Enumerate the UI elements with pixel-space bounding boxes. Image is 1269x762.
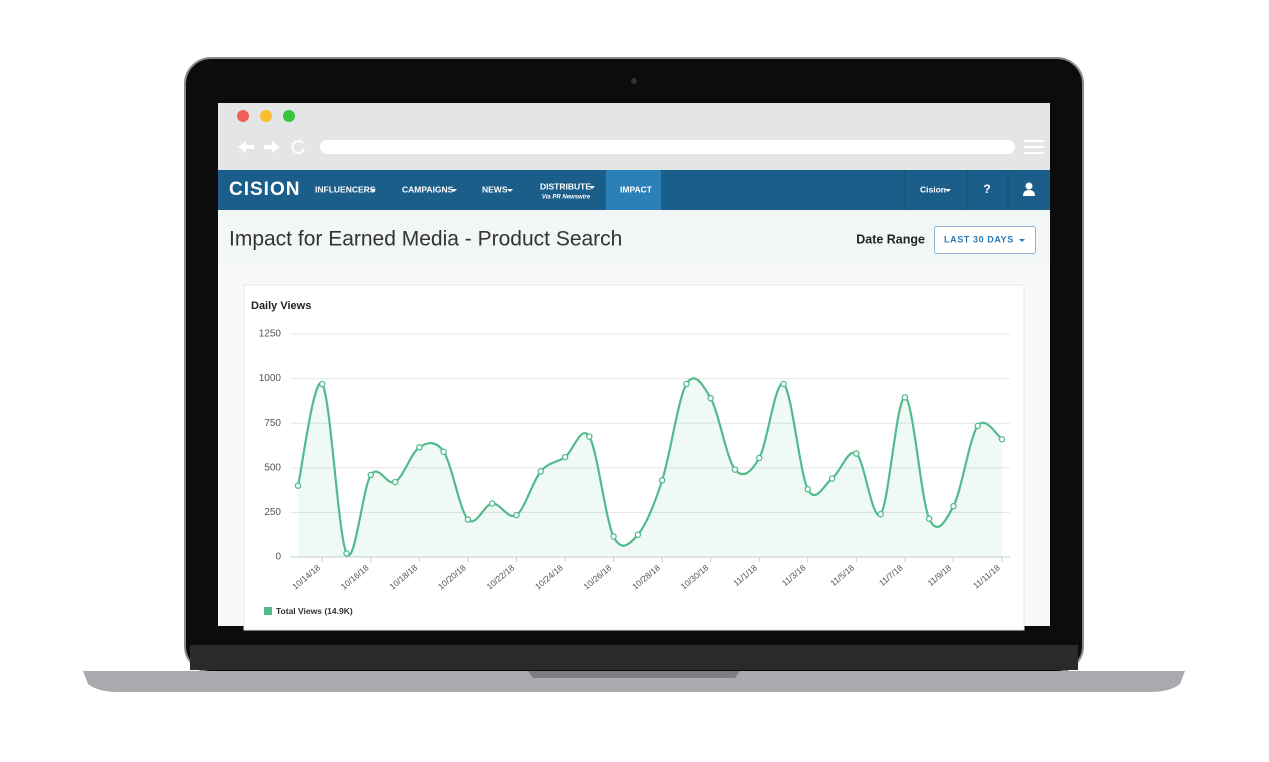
laptop-base [83,671,1185,692]
page-header [218,210,1050,265]
help-button[interactable]: ? [983,182,990,196]
data-point [998,436,1006,443]
nav-active [606,170,661,210]
y-tick-label: 0 [275,552,281,563]
chart-title: Daily Views [251,300,311,312]
data-point [683,380,690,388]
chart-card [243,284,1025,631]
y-tick-label: 250 [264,507,281,518]
y-tick-label: 1250 [259,329,282,340]
date-range-button[interactable] [934,226,1036,254]
data-point [464,516,472,523]
data-point [367,471,375,479]
data-point [828,475,836,482]
nav-subtitle: Via PR Newswire [542,195,591,201]
data-point [877,510,884,518]
data-point [561,453,569,461]
data-point [440,448,447,455]
reload-button[interactable] [291,139,305,154]
y-tick-label: 500 [264,462,281,473]
forward-button[interactable] [264,141,280,153]
camera [631,78,637,84]
data-point [804,485,812,493]
address-bar[interactable] [320,140,1015,154]
legend-label: Total Views (14.9K) [276,606,353,616]
data-point [586,433,593,440]
menu-button[interactable] [1024,140,1044,154]
page-title: Impact for Earned Media - Product Search [229,228,622,251]
nav-item[interactable]: NEWS [482,184,508,194]
close-button[interactable] [237,110,249,122]
data-point [731,466,739,473]
nav-item[interactable]: INFLUENCERS [315,184,376,194]
data-point [537,468,545,475]
data-point [950,502,957,510]
legend-swatch [264,607,272,615]
bezel-bottom [190,645,1078,670]
nav-item[interactable]: CAMPAIGNS [402,184,454,194]
data-point [780,380,787,388]
data-point [974,422,981,430]
data-point [707,394,714,402]
data-point [658,477,666,484]
data-point [925,515,933,522]
back-button[interactable] [238,141,254,153]
logo[interactable]: CISION [229,179,300,200]
date-range-text: LAST 30 DAYS [944,234,1014,244]
y-tick-label: 1000 [259,373,282,384]
data-point [755,454,763,462]
data-point [901,394,909,401]
data-point [391,478,399,486]
data-point [513,511,520,519]
data-point [853,450,860,457]
date-range-label: Date Range [856,232,925,246]
nav-item[interactable]: IMPACT [620,184,653,194]
browser-bar [218,103,1050,170]
y-tick-label: 750 [264,418,281,429]
minimize-button[interactable] [260,110,272,122]
data-point [294,482,302,489]
data-point [343,550,350,557]
nav-item[interactable]: DISTRIBUTE [540,181,591,191]
maximize-button[interactable] [283,110,295,122]
data-point [319,380,326,388]
account-menu[interactable]: Cision [920,184,946,194]
data-point [634,531,642,538]
data-point [416,444,423,451]
laptop-notch [528,671,740,678]
data-point [488,500,496,507]
caret [1019,239,1025,242]
data-point [610,533,617,540]
area-fill [298,378,1002,557]
user-button[interactable] [1023,182,1035,197]
